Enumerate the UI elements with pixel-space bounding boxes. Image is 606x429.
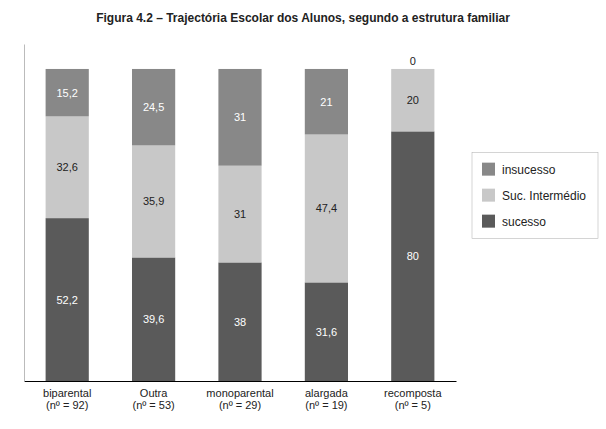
legend-frame (472, 153, 598, 239)
data-label: 24,5 (143, 101, 164, 113)
bar-segment (391, 69, 434, 131)
x-tick: Outra(nº = 53) (132, 381, 174, 411)
legend-label: sucesso (502, 215, 546, 229)
x-tick-label: monoparental(nº = 29) (206, 387, 273, 412)
bar-segment (132, 69, 175, 145)
data-label: 39,6 (143, 313, 164, 325)
data-label: 21 (320, 96, 332, 108)
bar-segment (46, 69, 89, 116)
legend-swatch (482, 189, 495, 202)
bar-segment (391, 131, 434, 381)
data-label: 20 (407, 94, 419, 106)
legend-item: insucesso (482, 163, 556, 177)
data-label: 52,2 (56, 294, 77, 306)
bar-segment (305, 69, 348, 135)
data-label: 38 (234, 316, 246, 328)
x-tick: alargada(nº = 19) (305, 381, 349, 411)
x-tick-label: recomposta(nº = 5) (384, 387, 442, 412)
x-tick-label: alargada(nº = 19) (305, 387, 349, 412)
title: Figura 4.2 – Trajectória Escolar dos Alu… (96, 11, 510, 25)
bar-segment (218, 166, 261, 263)
x-tick: recomposta(nº = 5) (384, 381, 442, 411)
data-label: 31 (234, 208, 246, 220)
x-tick: biparental(nº = 92) (43, 381, 91, 411)
legend: insucesso Suc. Intermédio sucesso (472, 153, 598, 239)
data-label: 47,4 (316, 202, 337, 214)
bar-segment (132, 257, 175, 381)
data-labels: 52,2 39,6 38 31,6 80 32,6 35,9 31 47,4 20 15,2 24,5… (56, 55, 418, 338)
x-tick: monoparental(nº = 29) (206, 381, 273, 411)
data-label: 0 (410, 55, 416, 67)
bar-segment (391, 68, 434, 69)
x-axis: biparental(nº = 92) Outra(nº = 53) monopar… (25, 381, 457, 411)
y-axis (24, 45, 25, 382)
bar-segment (132, 145, 175, 257)
legend-swatch (482, 215, 495, 228)
legend-label: insucesso (502, 163, 556, 177)
data-label: 32,6 (56, 161, 77, 173)
x-axis-line (25, 381, 457, 382)
bar-segment (46, 116, 89, 218)
data-label: 80 (407, 250, 419, 262)
bars (46, 69, 435, 381)
data-label: 15,2 (56, 87, 77, 99)
data-label: 31 (234, 111, 246, 123)
bar-segment (305, 282, 348, 381)
x-tick-label: biparental(nº = 92) (43, 387, 91, 412)
chart: Figura 4.2 – Trajectória Escolar dos Alu… (0, 0, 606, 429)
bar-segment (46, 218, 89, 381)
data-label: 35,9 (143, 195, 164, 207)
data-label: 31,6 (316, 326, 337, 338)
legend-item: Suc. Intermédio (482, 189, 586, 203)
legend-swatch (482, 163, 495, 176)
bar-segment (218, 262, 261, 381)
bar-segment (218, 69, 261, 166)
bar-segment (305, 134, 348, 282)
y-axis-line (24, 45, 25, 382)
legend-item: sucesso (482, 215, 546, 229)
x-tick-label: Outra(nº = 53) (132, 387, 174, 412)
legend-label: Suc. Intermédio (502, 189, 586, 203)
